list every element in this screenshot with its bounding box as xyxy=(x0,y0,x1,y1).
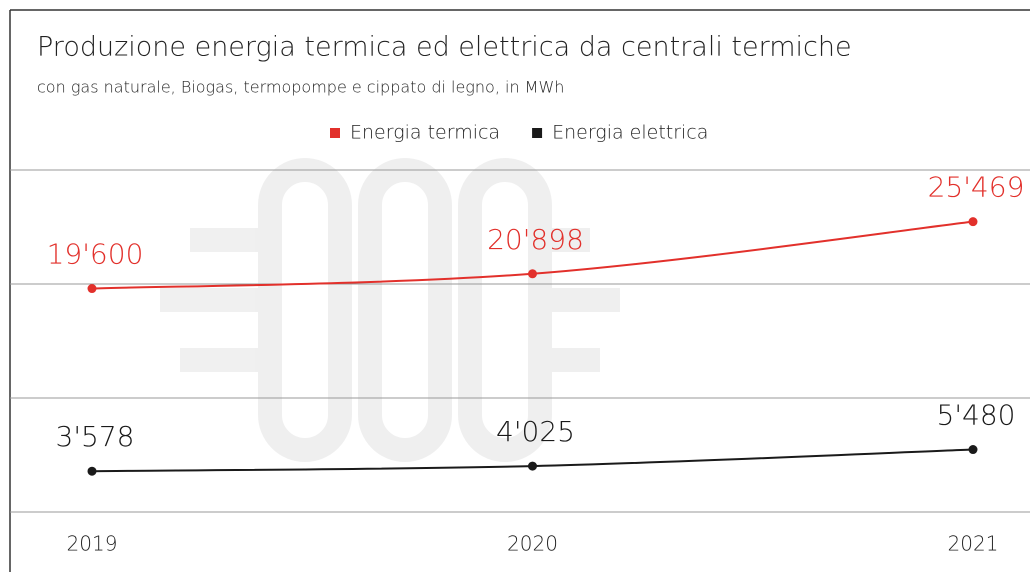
data-label: 20'898 xyxy=(487,223,584,256)
point xyxy=(968,445,978,455)
x-tick-label: 2020 xyxy=(507,532,558,556)
data-label: 5'480 xyxy=(937,399,1016,432)
x-tick-label: 2021 xyxy=(948,532,999,556)
legend-swatch xyxy=(532,128,543,138)
chart-title: Produzione energia termica ed elettrica … xyxy=(37,32,852,63)
x-tick-label: 2019 xyxy=(67,532,118,556)
data-label: 19'600 xyxy=(47,238,144,271)
data-label: 4'025 xyxy=(496,415,575,448)
point xyxy=(87,284,97,294)
chart-subtitle: con gas naturale, Biogas, termopompe e c… xyxy=(37,78,564,97)
point xyxy=(968,217,978,227)
data-label: 3'578 xyxy=(56,420,135,453)
point xyxy=(87,466,97,476)
data-label: 25'469 xyxy=(928,171,1025,204)
legend-label: Energia elettrica xyxy=(552,122,708,144)
point xyxy=(528,269,537,279)
legend: Energia termica Energia elettrica xyxy=(330,122,708,144)
legend-swatch xyxy=(330,128,340,138)
watermark xyxy=(160,158,620,462)
point xyxy=(528,461,537,471)
legend-label: Energia termica xyxy=(350,122,500,144)
